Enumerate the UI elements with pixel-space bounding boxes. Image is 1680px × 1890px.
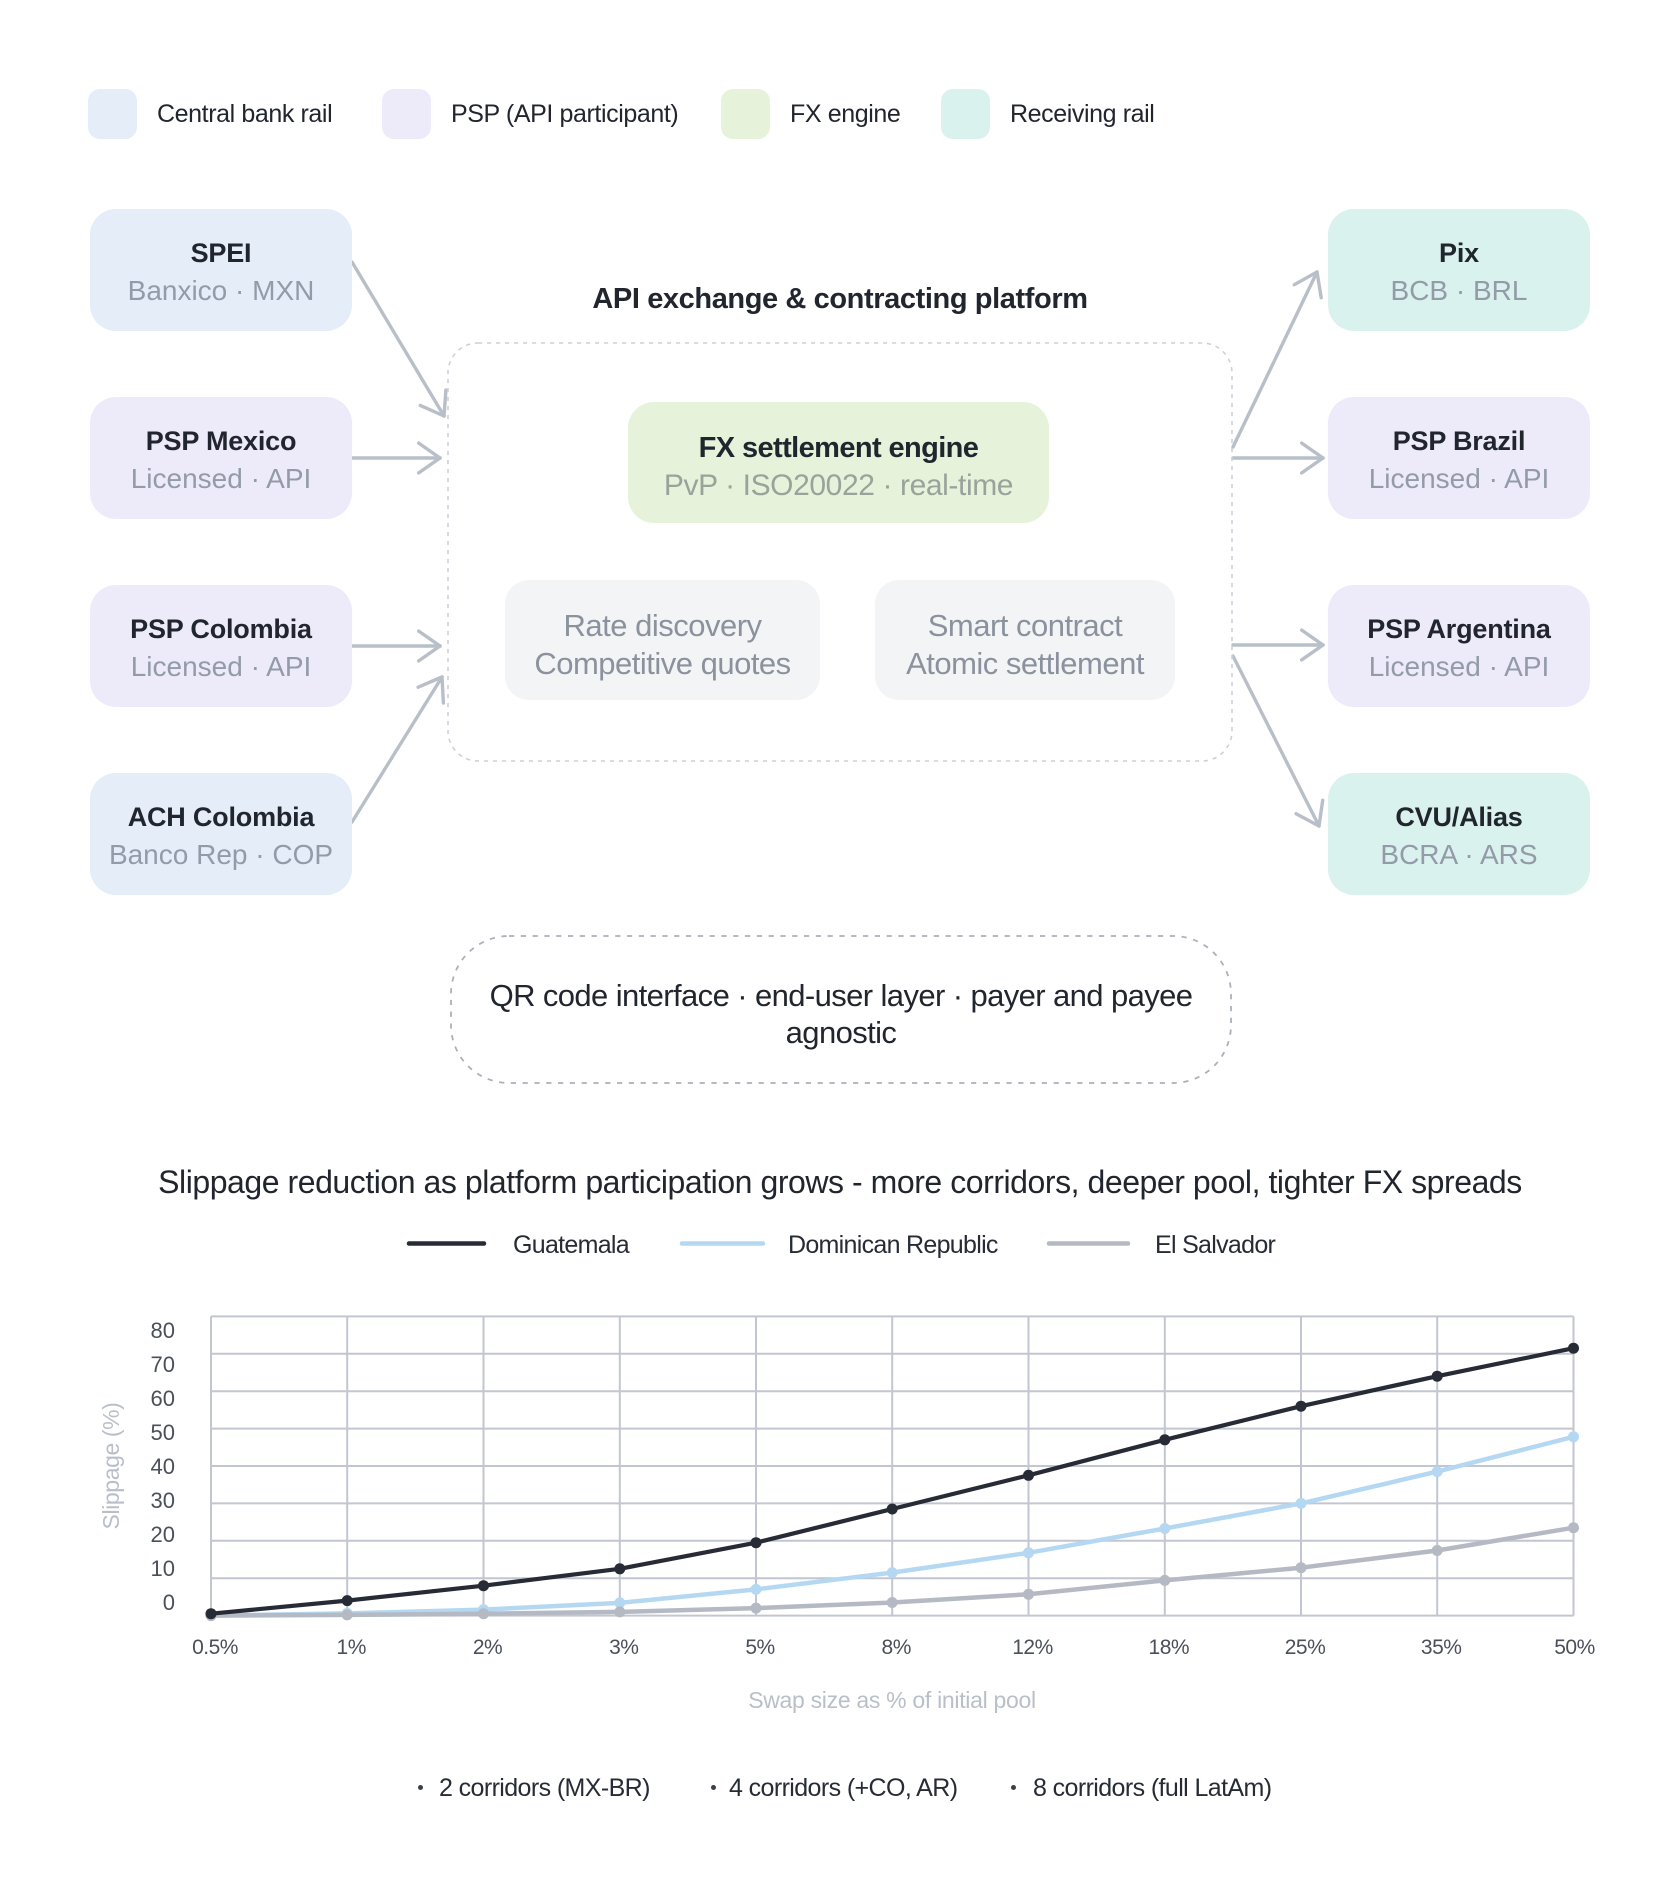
svg-text:3%: 3% — [609, 1636, 638, 1659]
svg-text:Slippage (%): Slippage (%) — [98, 1403, 124, 1530]
svg-text:35%: 35% — [1421, 1636, 1462, 1659]
svg-text:2%: 2% — [473, 1636, 502, 1659]
svg-text:1%: 1% — [337, 1636, 366, 1659]
svg-text:Swap size as % of initial pool: Swap size as % of initial pool — [748, 1687, 1036, 1713]
svg-text:0.5%: 0.5% — [192, 1636, 238, 1659]
svg-text:18%: 18% — [1149, 1636, 1190, 1659]
svg-text:12%: 12% — [1012, 1636, 1053, 1659]
svg-text:10: 10 — [151, 1556, 175, 1581]
svg-text:30: 30 — [151, 1488, 175, 1513]
svg-text:0: 0 — [163, 1590, 175, 1615]
svg-text:El Salvador: El Salvador — [1155, 1231, 1276, 1259]
svg-text:Guatemala: Guatemala — [513, 1231, 630, 1259]
svg-text:50%: 50% — [1554, 1636, 1595, 1659]
svg-text:80: 80 — [151, 1318, 175, 1343]
svg-text:5%: 5% — [745, 1636, 774, 1659]
svg-text:40: 40 — [151, 1454, 175, 1479]
svg-text:8%: 8% — [882, 1636, 911, 1659]
svg-text:25%: 25% — [1285, 1636, 1326, 1659]
svg-text:50: 50 — [151, 1420, 175, 1445]
svg-text:20: 20 — [151, 1522, 175, 1547]
svg-text:Dominican Republic: Dominican Republic — [788, 1231, 998, 1259]
svg-text:70: 70 — [151, 1352, 175, 1377]
svg-text:60: 60 — [151, 1386, 175, 1411]
